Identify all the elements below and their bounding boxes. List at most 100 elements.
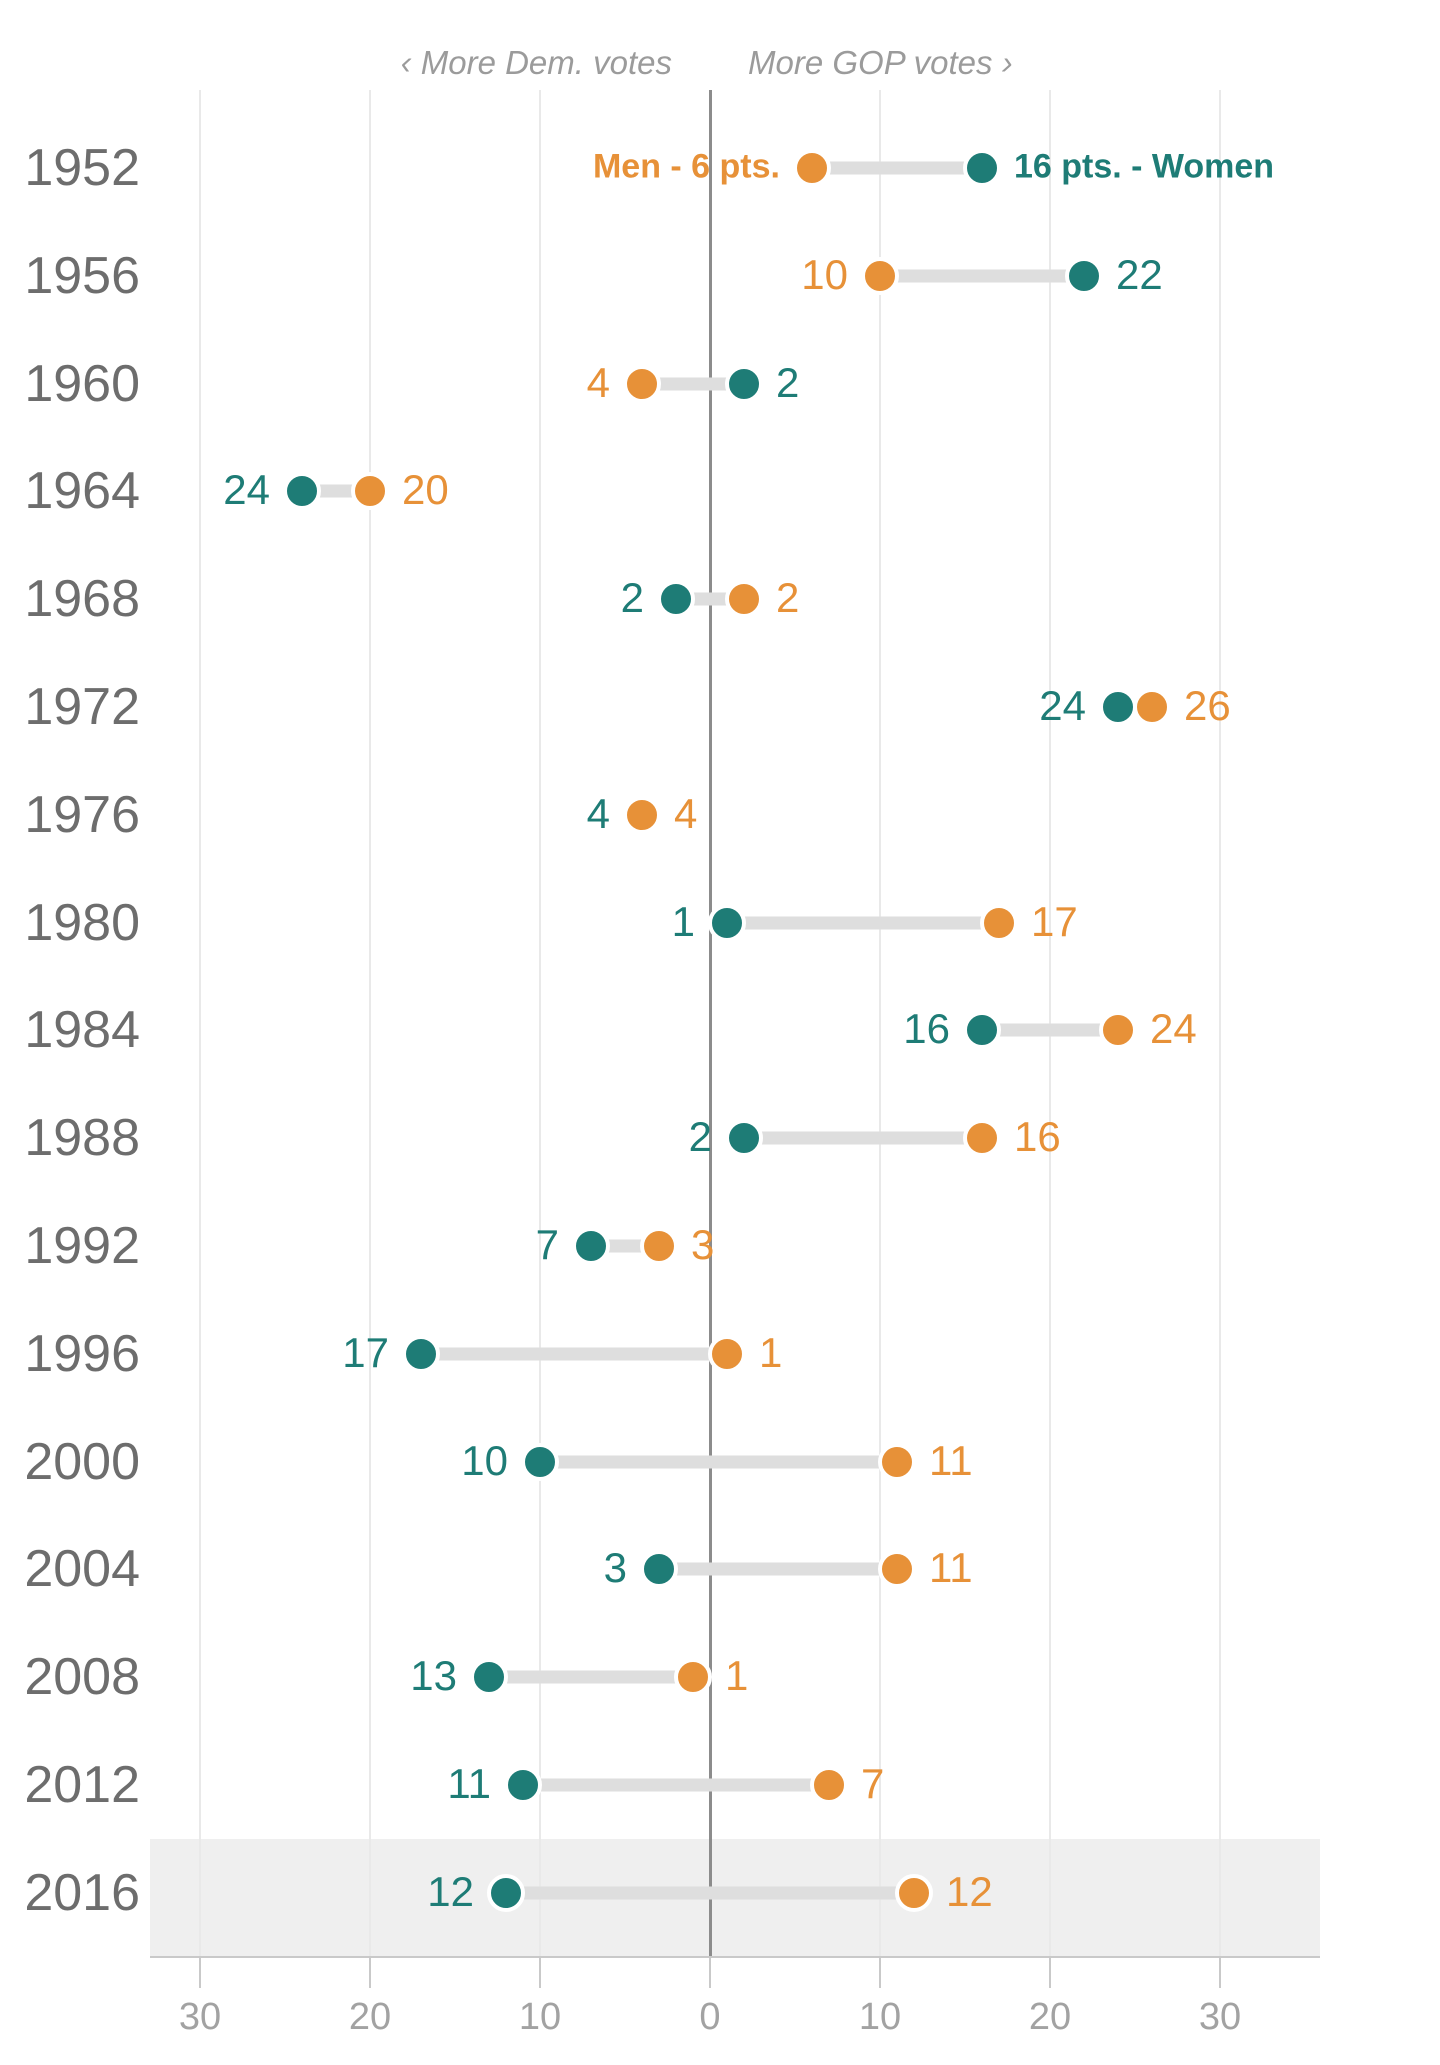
connector <box>659 1562 897 1576</box>
year-label-1984: 1984 <box>24 1001 140 1060</box>
women-dot <box>963 1011 1001 1050</box>
connector <box>489 1670 693 1684</box>
men-value-label: 1 <box>759 1328 783 1376</box>
men-dot <box>861 256 899 295</box>
year-label-1980: 1980 <box>24 893 140 952</box>
women-value-label: 24 <box>1039 682 1086 730</box>
year-label-1996: 1996 <box>24 1324 140 1383</box>
connector <box>727 916 999 930</box>
men-dot <box>351 472 389 511</box>
men-value-label: 26 <box>1184 682 1231 730</box>
men-dot <box>878 1550 916 1589</box>
men-value-label: 2 <box>776 574 800 622</box>
women-dot <box>725 1119 763 1158</box>
axis-tick <box>709 1958 711 1988</box>
year-label-1976: 1976 <box>24 785 140 844</box>
men-dot <box>725 580 763 619</box>
men-dot <box>963 1119 1001 1158</box>
year-label-1992: 1992 <box>24 1217 140 1275</box>
men-value-label: 20 <box>402 466 449 514</box>
gridline <box>369 90 371 1956</box>
year-label-1988: 1988 <box>24 1109 140 1168</box>
men-value-label: 11 <box>929 1544 973 1592</box>
women-value-label: 17 <box>342 1328 389 1376</box>
year-label-1952: 1952 <box>24 139 140 197</box>
men-dot <box>674 1658 712 1697</box>
women-dot <box>657 580 695 619</box>
men-value-label: 16 <box>1014 1113 1061 1161</box>
men-dot <box>878 1442 916 1481</box>
men-value-label: 1 <box>725 1652 749 1700</box>
connector <box>421 1347 727 1361</box>
women-value-label: 12 <box>427 1867 474 1915</box>
women-value-label: 16 <box>903 1005 950 1053</box>
connector <box>540 1455 897 1469</box>
more-dem-votes-hint: ‹ More Dem. votes <box>400 44 672 81</box>
men-dot <box>623 364 661 403</box>
women-value-label: 2 <box>620 574 644 622</box>
gridline <box>199 90 201 1956</box>
men-dot <box>980 903 1018 942</box>
axis-tick-label: 30 <box>1198 1996 1242 2038</box>
axis-tick <box>1219 1958 1221 1988</box>
gridline <box>539 90 541 1956</box>
axis-tick-label: 20 <box>348 1996 392 2038</box>
women-dot <box>1065 256 1103 295</box>
axis-tick <box>879 1958 881 1988</box>
year-label-1960: 1960 <box>24 354 140 413</box>
women-value-label: 10 <box>461 1436 508 1484</box>
women-dot <box>487 1873 525 1912</box>
connector <box>744 1131 982 1145</box>
year-label-1972: 1972 <box>24 678 140 736</box>
year-label-2016: 2016 <box>24 1863 140 1922</box>
men-value-label: 17 <box>1031 897 1078 945</box>
women-dot <box>725 364 763 403</box>
connector <box>982 1023 1118 1037</box>
men-value-label: 24 <box>1150 1005 1197 1053</box>
men-dot <box>1133 688 1171 726</box>
women-dot <box>521 1442 559 1481</box>
men-dot <box>708 1334 746 1373</box>
year-label-1956: 1956 <box>24 246 140 305</box>
year-label-1968: 1968 <box>24 570 140 629</box>
connector <box>642 377 744 391</box>
women-value-label: 22 <box>1116 250 1163 298</box>
men-dot <box>810 1766 848 1804</box>
gridline <box>1049 90 1051 1956</box>
women-value-label: 13 <box>410 1652 457 1700</box>
women-value-label: 11 <box>447 1760 491 1808</box>
men-value-label: 12 <box>946 1867 993 1915</box>
axis-tick-label: 30 <box>178 1996 222 2038</box>
year-label-2008: 2008 <box>24 1648 140 1707</box>
connector <box>523 1778 829 1792</box>
year-label-2012: 2012 <box>24 1756 140 1814</box>
axis-tick-label: 0 <box>699 1996 721 2038</box>
men-value-label: Men - 6 pts. <box>592 147 780 186</box>
women-value-label: 24 <box>223 466 270 514</box>
women-value-label: 4 <box>586 789 610 837</box>
axis-tick <box>1049 1958 1051 1988</box>
men-dot <box>623 795 661 834</box>
axis-tick-label: 10 <box>858 1996 902 2038</box>
women-value-label: 16 pts. - Women <box>1014 147 1275 186</box>
axis-tick-label: 10 <box>518 1996 562 2038</box>
women-dot <box>283 472 321 511</box>
women-value-label: 2 <box>776 358 800 406</box>
men-dot <box>1099 1011 1137 1050</box>
men-value-label: 11 <box>929 1436 973 1484</box>
men-dot <box>793 149 831 187</box>
men-value-label: 4 <box>674 789 698 837</box>
men-value-label: 7 <box>861 1760 885 1808</box>
axis-baseline <box>150 1956 1320 1958</box>
men-dot <box>640 1227 678 1265</box>
connector <box>880 269 1084 283</box>
connector <box>506 1886 914 1900</box>
axis-tick-label: 20 <box>1028 1996 1072 2038</box>
women-value-label: 7 <box>535 1221 559 1269</box>
men-value-label: 3 <box>691 1221 715 1269</box>
year-label-2000: 2000 <box>24 1432 140 1491</box>
women-value-label: 2 <box>688 1113 712 1161</box>
women-value-label: 3 <box>603 1544 627 1592</box>
men-value-label: 10 <box>801 250 848 298</box>
